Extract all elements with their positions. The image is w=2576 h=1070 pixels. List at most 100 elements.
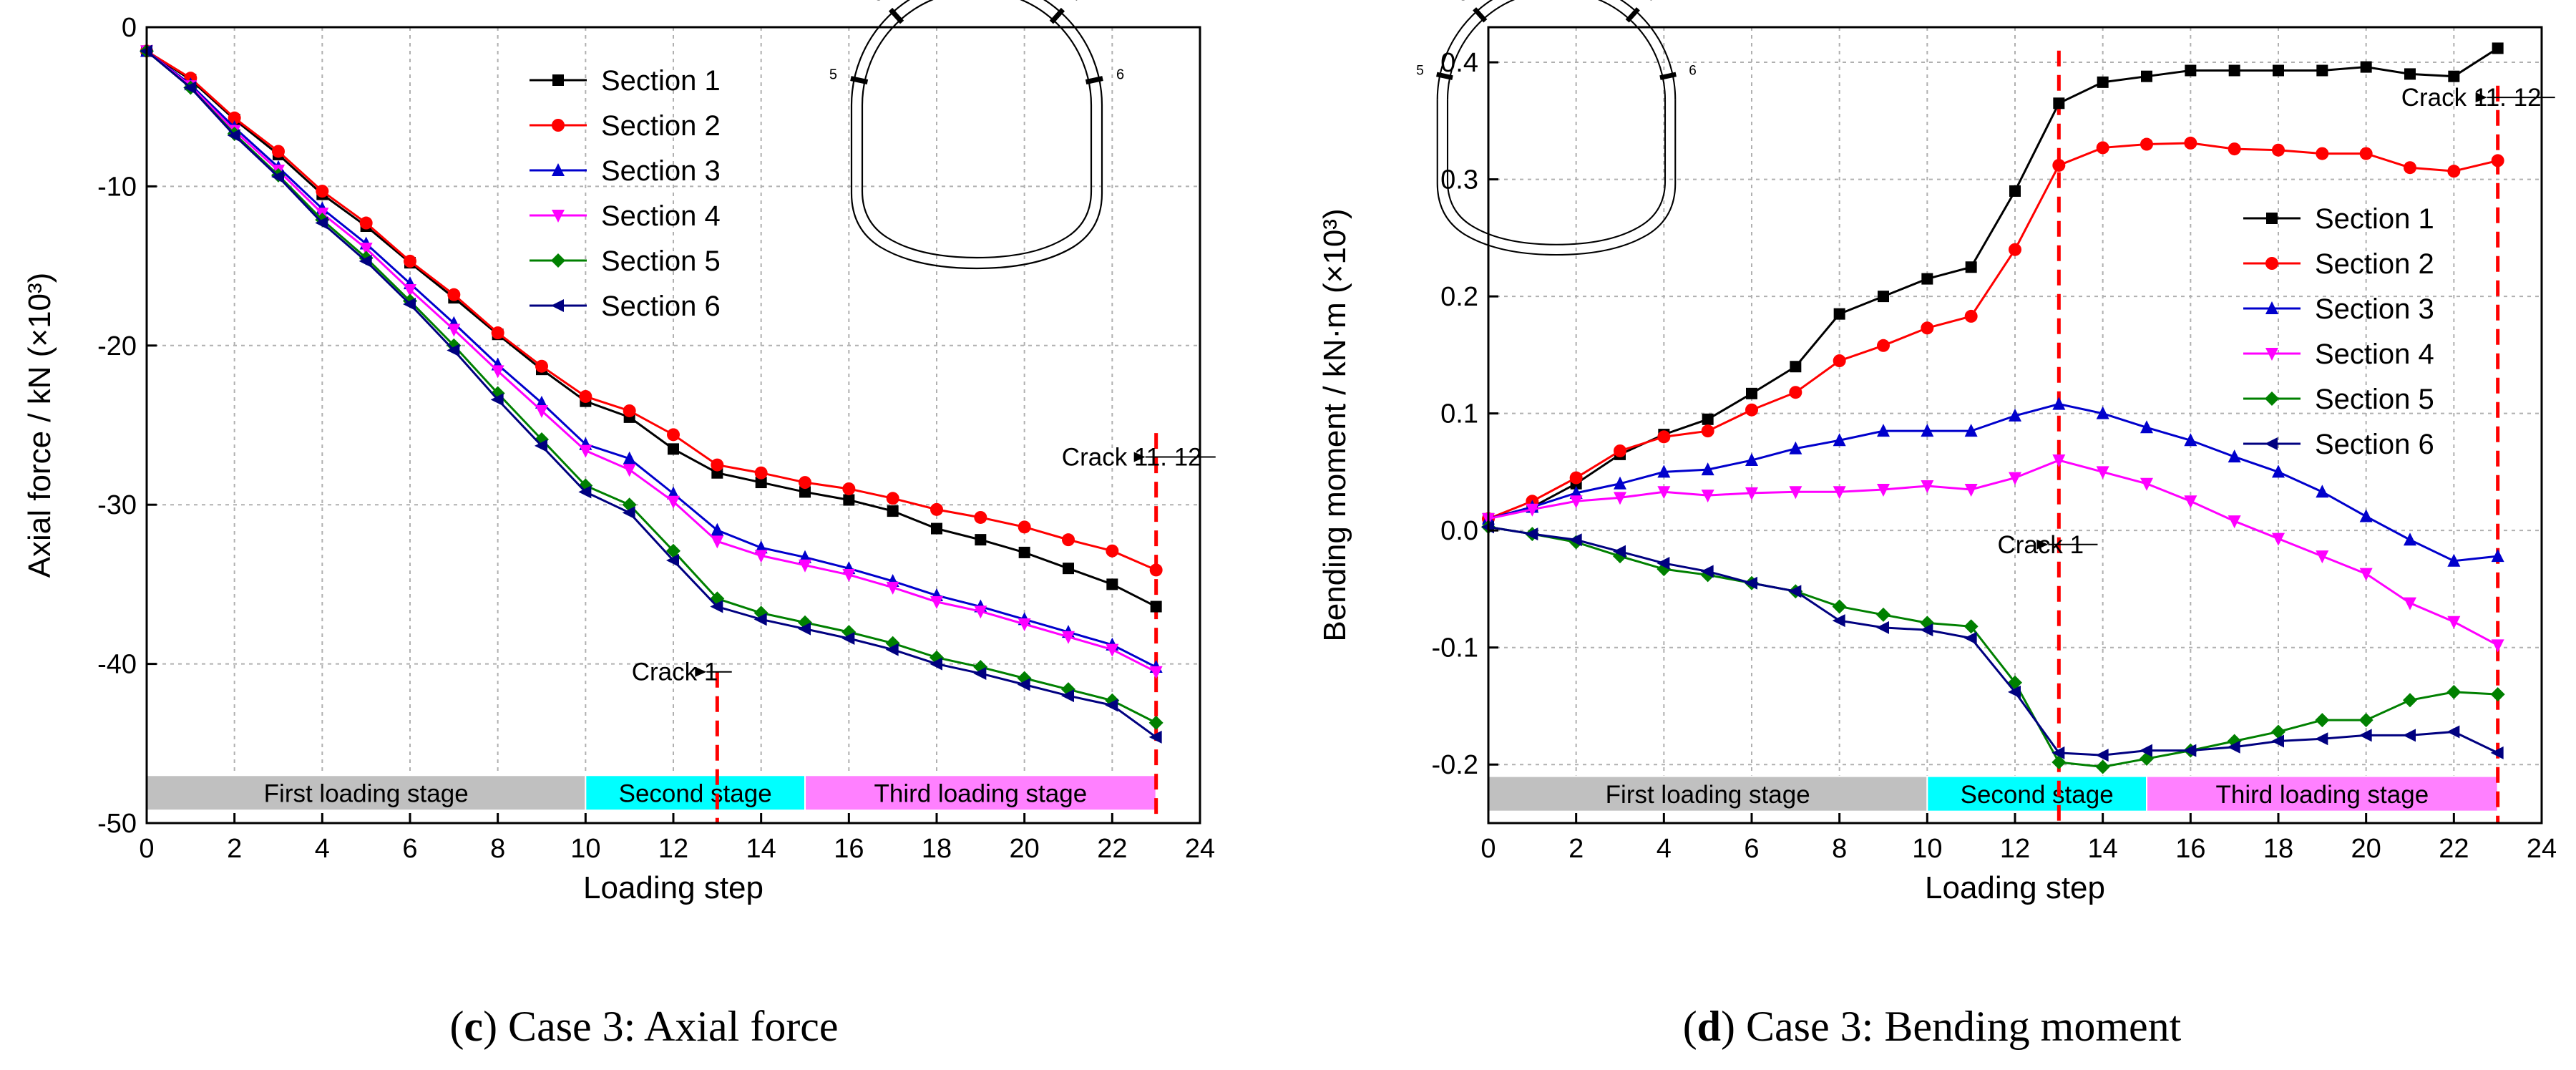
y-tick-label: -0.1: [1432, 633, 1478, 663]
data-point: [1963, 631, 1977, 645]
data-point: [755, 477, 767, 489]
data-point: [271, 170, 284, 184]
data-point: [2095, 759, 2110, 774]
section-marker: [1049, 7, 1065, 24]
y-tick-label: 0.1: [1440, 399, 1478, 429]
section-label: 4: [1646, 0, 1654, 4]
legend-label: Section 6: [601, 291, 721, 322]
bending-moment-chart: First loading stage Second stage Third loa…: [1317, 0, 2557, 905]
data-point: [1964, 483, 1978, 497]
data-point: [2097, 76, 2109, 88]
legend-marker: [2265, 257, 2278, 270]
data-point: [1921, 480, 1934, 494]
data-point: [2228, 142, 2241, 156]
data-point: [1105, 699, 1118, 712]
x-tick-label: 10: [1912, 834, 1942, 864]
series-line-2: [1488, 142, 2499, 520]
data-point: [2271, 734, 2284, 748]
data-point: [623, 451, 636, 465]
data-point: [2403, 729, 2416, 742]
data-point: [315, 216, 328, 230]
data-point: [2271, 724, 2285, 739]
series-line-6: [146, 50, 1157, 739]
data-point: [2009, 472, 2021, 485]
data-point: [2053, 97, 2065, 110]
tunnel-outer-lining: [1436, 0, 1677, 100]
data-point: [2185, 64, 2197, 77]
series-line-4: [1488, 459, 2499, 646]
crack-arrowhead: [695, 666, 707, 677]
data-point: [1062, 631, 1075, 644]
data-point: [799, 476, 811, 490]
legend-label: Section 5: [601, 245, 721, 277]
data-point: [2359, 509, 2373, 522]
data-point: [666, 543, 680, 558]
data-point: [491, 365, 504, 379]
data-point: [1569, 471, 1583, 485]
section-marker: [1659, 72, 1677, 80]
data-point: [1700, 565, 1714, 578]
data-point: [1063, 563, 1074, 575]
x-tick-label: 18: [2263, 834, 2293, 864]
x-tick-label: 20: [2351, 834, 2381, 864]
stage-label: Third loading stage: [2215, 781, 2429, 809]
data-point: [2490, 687, 2505, 702]
data-point: [2315, 713, 2330, 728]
data-point: [2447, 553, 2461, 567]
data-point: [1790, 361, 1802, 373]
series-line-3: [146, 50, 1157, 668]
data-point: [799, 486, 811, 498]
stage-band: [146, 774, 587, 812]
stage-label: Second stage: [1961, 781, 2114, 809]
axial-force-chart: First loading stage Second stage Third loa…: [22, 0, 1216, 905]
data-point: [447, 288, 461, 301]
data-point: [799, 559, 811, 573]
section-marker: [1625, 7, 1640, 23]
x-tick-label: 6: [402, 834, 417, 864]
data-point: [1964, 424, 1978, 437]
tunnel-cross-section: 123456: [1416, 0, 1697, 256]
tunnel-inner-lining: [861, 105, 1093, 259]
data-point: [2184, 495, 2197, 509]
data-point: [973, 666, 987, 680]
section-marker: [1473, 7, 1488, 23]
data-point: [843, 494, 855, 506]
data-point: [1920, 623, 1933, 637]
data-point: [1657, 430, 1671, 444]
data-point: [2491, 154, 2504, 167]
data-point: [2051, 754, 2067, 769]
tunnel-cross-section: 123456: [829, 0, 1124, 270]
stage-label: Third loading stage: [874, 780, 1087, 808]
data-point: [930, 657, 942, 671]
data-point: [2316, 550, 2329, 564]
x-tick-label: 14: [2088, 834, 2118, 864]
x-tick-label: 8: [490, 834, 505, 864]
tunnel-outer-lining: [850, 105, 1103, 270]
y-tick-label: -40: [97, 650, 137, 680]
bending-moment-panel: First loading stage Second stage Third loa…: [1288, 0, 2576, 1070]
tunnel-outer-lining: [850, 0, 1103, 106]
x-tick-label: 10: [570, 834, 600, 864]
data-point: [535, 439, 547, 452]
data-point: [1569, 495, 1583, 509]
data-point: [2448, 70, 2460, 82]
data-point: [842, 569, 856, 583]
x-tick-label: 18: [922, 834, 952, 864]
data-point: [1018, 520, 1031, 534]
x-tick-label: 12: [658, 834, 688, 864]
series-line-3: [1488, 403, 2498, 563]
section-marker: [888, 7, 904, 24]
data-point: [2052, 158, 2066, 172]
data-point: [668, 443, 679, 455]
legend-marker: [2265, 348, 2278, 361]
crack-arrowhead: [1133, 452, 1146, 462]
data-point: [2272, 532, 2285, 546]
data-point: [2358, 713, 2373, 728]
x-tick-label: 24: [2527, 834, 2557, 864]
data-point: [2446, 684, 2462, 699]
legend-label: Section 4: [601, 200, 721, 232]
data-point: [1964, 309, 1978, 323]
stage-label: First loading stage: [264, 780, 469, 808]
x-tick-label: 2: [1568, 834, 1584, 864]
data-point: [1017, 678, 1030, 691]
